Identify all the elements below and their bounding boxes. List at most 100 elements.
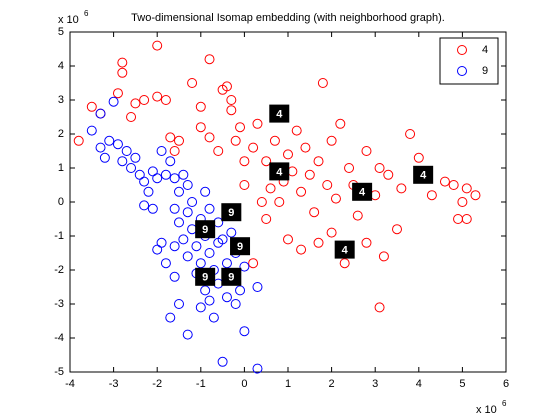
point [208, 312, 219, 323]
point [126, 112, 137, 122]
point [104, 135, 115, 146]
x-tick-label: -1 [196, 378, 206, 390]
point [195, 122, 206, 133]
y-tick-label: -3 [54, 298, 64, 310]
point [182, 180, 193, 190]
x-tick-label: 6 [503, 378, 509, 390]
point [221, 258, 232, 269]
digit-thumbnail [413, 165, 434, 184]
point [152, 244, 163, 255]
point [339, 258, 350, 269]
point [213, 146, 224, 156]
y-scale-power: 6 [84, 9, 89, 18]
digit-thumbnail [352, 182, 373, 201]
point [304, 169, 315, 180]
point [239, 180, 250, 190]
x-tick-label: 1 [285, 378, 291, 390]
point [226, 227, 237, 238]
point [200, 285, 211, 296]
point [221, 292, 232, 303]
digit-thumbnail [195, 267, 216, 286]
point [226, 95, 237, 105]
digit-thumbnail [221, 203, 242, 222]
point [261, 214, 272, 224]
point [374, 163, 385, 173]
x-tick-label: 4 [416, 378, 422, 390]
point [178, 234, 189, 245]
digit-thumbnail [195, 220, 216, 239]
point [112, 139, 123, 150]
point [73, 135, 84, 146]
x-tick-label: 3 [372, 378, 378, 390]
point [152, 91, 163, 102]
point [461, 214, 472, 224]
point [239, 326, 250, 337]
point [226, 105, 237, 116]
digit-thumbnail [221, 267, 242, 286]
digit-thumbnail [269, 162, 290, 181]
point [230, 299, 241, 309]
point [121, 146, 132, 156]
point [248, 142, 259, 153]
point [413, 152, 424, 163]
point [182, 251, 193, 262]
point [326, 227, 337, 238]
point [235, 122, 246, 133]
point [252, 118, 263, 129]
point [383, 169, 394, 180]
point [457, 197, 468, 207]
point [182, 207, 193, 218]
y-tick-label: -4 [54, 332, 64, 344]
point [174, 186, 184, 197]
point [195, 302, 206, 313]
point [204, 203, 215, 214]
y-tick-label: -1 [54, 230, 64, 242]
point [335, 118, 346, 129]
point [152, 173, 163, 184]
point [322, 180, 333, 190]
y-scale-base: x 10 [58, 14, 79, 26]
point [195, 258, 206, 269]
point [139, 200, 150, 211]
digit-label: 9 [237, 241, 243, 253]
point [139, 176, 150, 187]
digit-label: 9 [202, 224, 208, 236]
point [221, 81, 232, 92]
point [269, 135, 280, 146]
point [147, 203, 158, 214]
point [117, 57, 128, 68]
point [204, 132, 215, 143]
point [239, 156, 250, 167]
y-tick-label: 4 [58, 60, 64, 72]
point [317, 78, 328, 88]
point [130, 152, 141, 163]
point [313, 156, 324, 167]
point [296, 186, 307, 197]
point [204, 248, 215, 258]
point [117, 67, 128, 78]
point [169, 271, 180, 282]
point [265, 183, 276, 194]
point [165, 132, 176, 143]
point [99, 152, 110, 163]
point [439, 176, 450, 187]
digit-label: 9 [228, 272, 234, 284]
point [108, 96, 119, 107]
point [156, 146, 167, 156]
point [160, 258, 171, 269]
point [126, 163, 137, 173]
point [187, 78, 198, 88]
point [448, 180, 459, 190]
point [165, 312, 176, 323]
point [256, 197, 267, 207]
point [217, 356, 228, 367]
point [95, 108, 106, 119]
y-tick-label: -2 [54, 264, 64, 276]
point [169, 173, 180, 184]
point [143, 186, 154, 197]
point [344, 163, 355, 173]
point [213, 237, 224, 248]
point [405, 129, 416, 139]
point [204, 295, 215, 306]
